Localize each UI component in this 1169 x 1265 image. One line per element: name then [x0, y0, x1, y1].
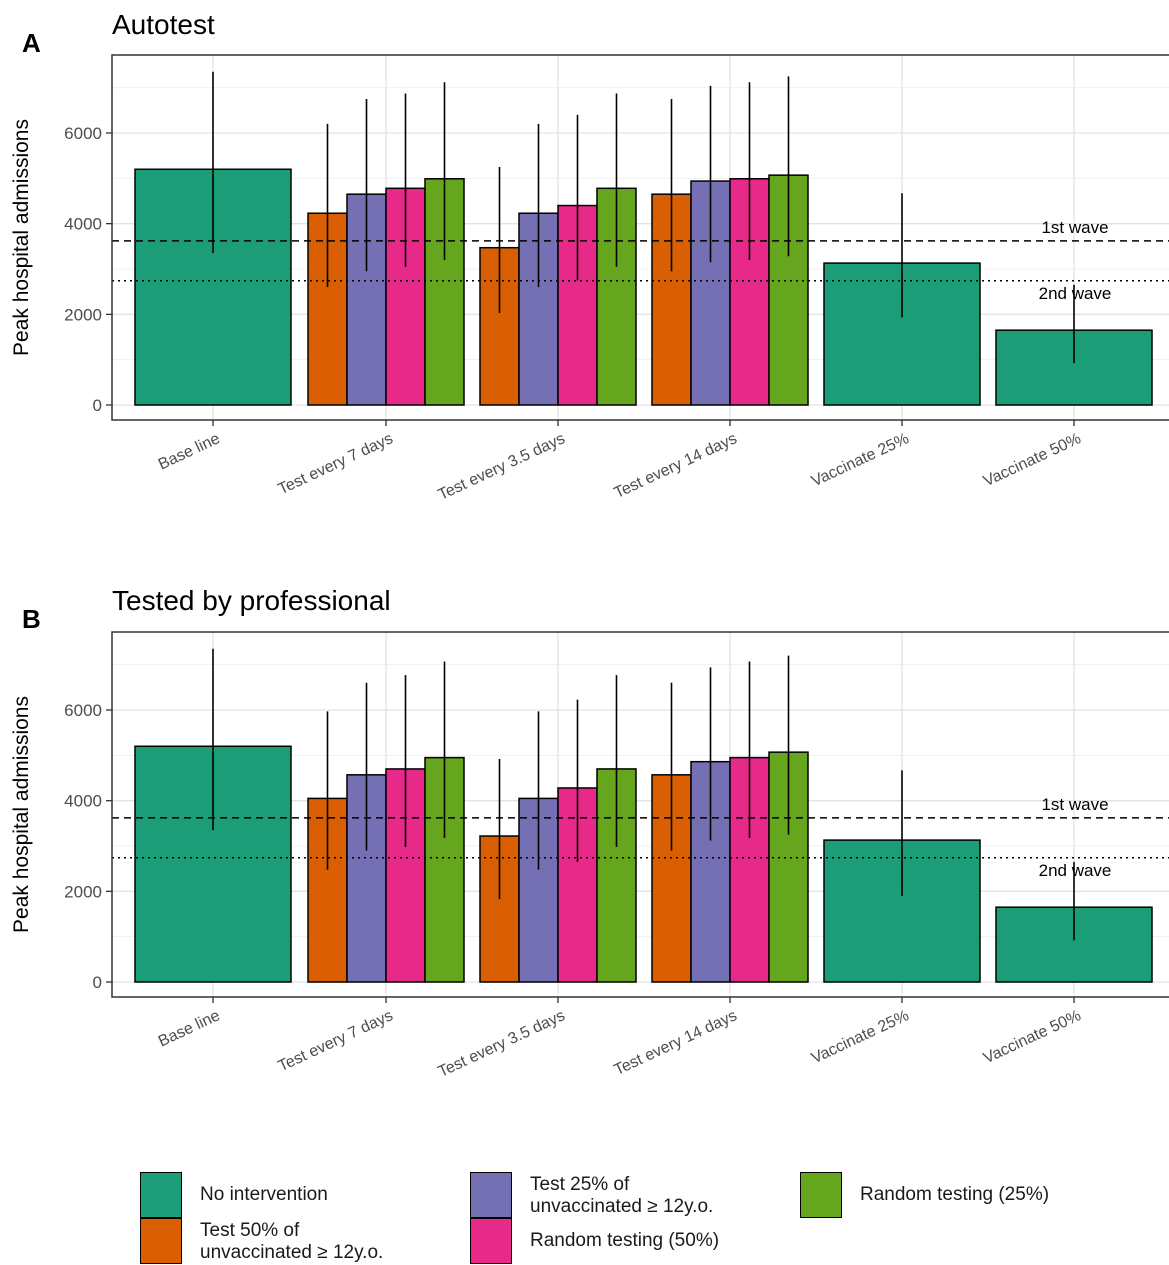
- reference-line-label: 1st wave: [1041, 218, 1108, 237]
- y-axis-label: Peak hospital admissions: [10, 119, 33, 356]
- x-tick-label: Base line: [156, 1007, 223, 1050]
- y-tick-label: 2000: [64, 882, 102, 901]
- x-tick-label: Test every 14 days: [612, 1007, 740, 1079]
- panel-label: B: [22, 604, 41, 634]
- x-tick-label: Test every 7 days: [276, 430, 396, 498]
- x-tick-label: Vaccinate 25%: [809, 1007, 912, 1067]
- y-tick-label: 6000: [64, 124, 102, 143]
- chart-panel-a: A Autotest 1st wave 2nd wave 0 2000 4000 6000 Pe…: [10, 9, 1169, 504]
- x-tick-label: Test every 3.5 days: [436, 430, 568, 504]
- y-axis-label: Peak hospital admissions: [10, 696, 33, 933]
- chart-panel-b: B Tested by professional 1st wave 2nd wave 0…: [10, 585, 1169, 1081]
- x-tick-label: Test every 7 days: [276, 1007, 396, 1075]
- y-tick-label: 2000: [64, 305, 102, 324]
- y-tick-label: 4000: [64, 792, 102, 811]
- x-tick-label: Vaccinate 50%: [981, 430, 1084, 490]
- y-tick-label: 0: [93, 396, 102, 415]
- x-tick-label: Vaccinate 50%: [981, 1007, 1084, 1067]
- x-tick-label: Test every 3.5 days: [436, 1007, 568, 1081]
- panel-label: A: [22, 28, 41, 58]
- panel-border: [111, 54, 1169, 421]
- reference-line-label: 2nd wave: [1039, 284, 1112, 303]
- chart-title: Tested by professional: [112, 585, 391, 616]
- x-tick-label: Vaccinate 25%: [809, 430, 912, 490]
- x-tick-label: Test every 14 days: [612, 430, 740, 502]
- reference-line-label: 2nd wave: [1039, 861, 1112, 880]
- y-tick-label: 6000: [64, 701, 102, 720]
- reference-line-label: 1st wave: [1041, 795, 1108, 814]
- y-tick-label: 0: [93, 973, 102, 992]
- x-tick-label: Base line: [156, 430, 223, 473]
- panel-border: [111, 631, 1169, 998]
- chart-title: Autotest: [112, 9, 215, 40]
- y-tick-label: 4000: [64, 215, 102, 234]
